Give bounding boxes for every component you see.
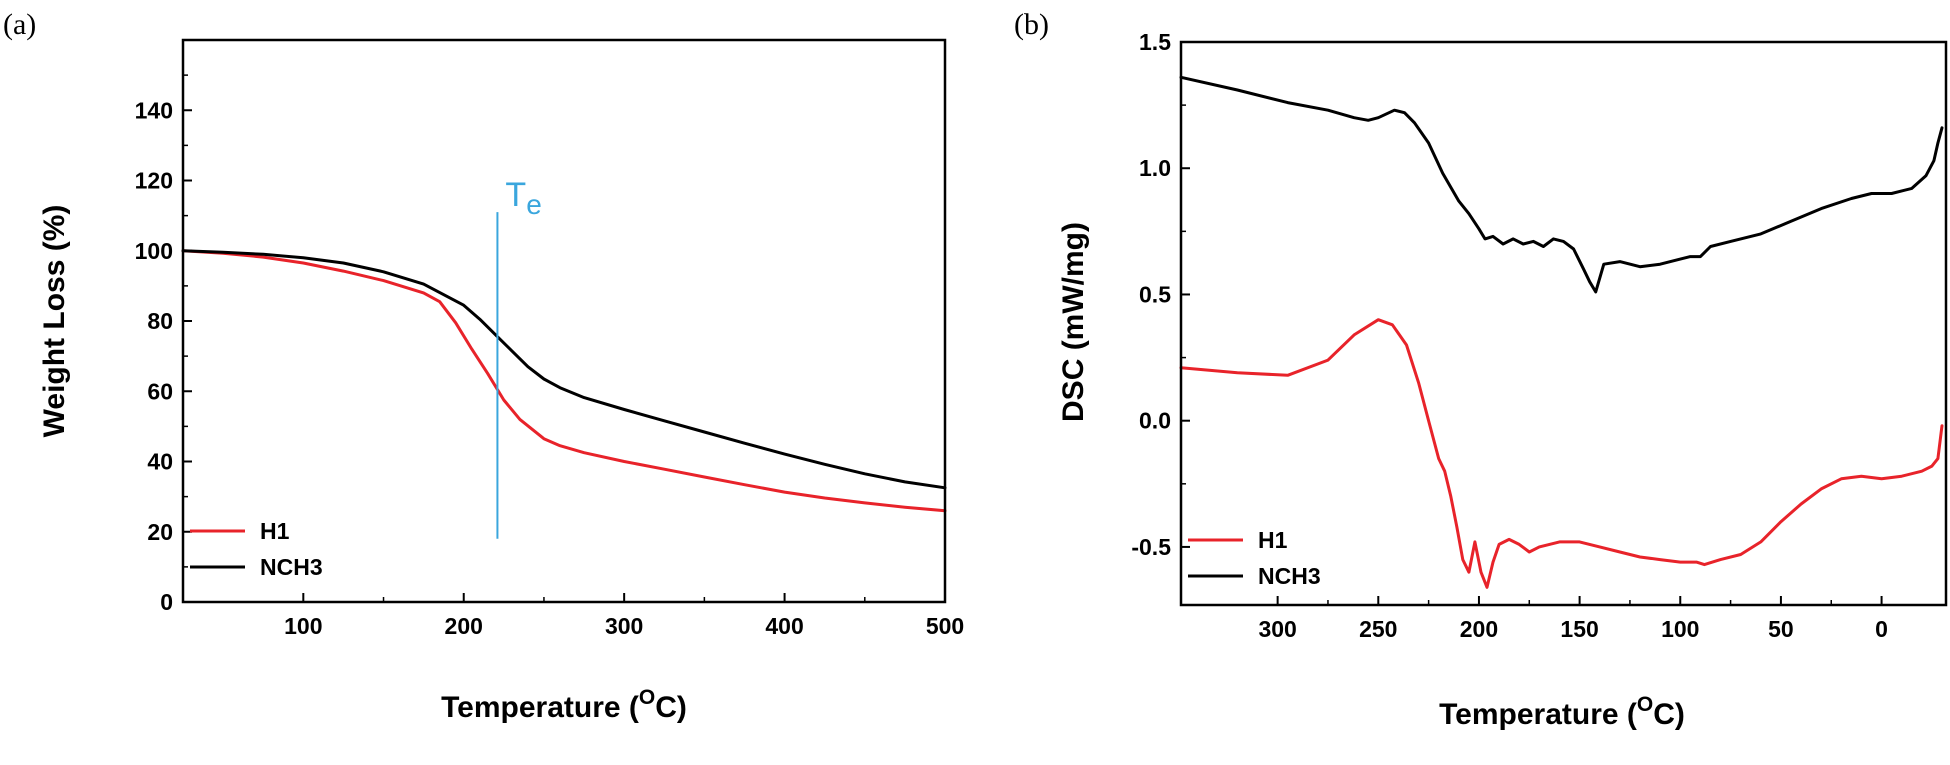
panel-b-plot-frame [1179,40,1948,607]
y-tick-label: 80 [147,308,173,334]
x-tick-label: 100 [284,613,322,639]
x-tick-label: 200 [445,613,483,639]
panel-a-y-axis-title: Weight Loss (%) [38,205,71,438]
panel-a-xlabel-tail: C) [655,691,687,724]
te-annotation-sub: e [526,189,542,220]
series-line-nch3 [181,249,947,490]
y-tick-label: 0.0 [1139,408,1171,434]
y-tick-label: -0.5 [1131,534,1171,560]
panel-a-y-axis-ticks: 0 20 40 60 80 100 120 140 [135,74,192,615]
x-tick-label: 50 [1768,616,1794,642]
y-tick-label: 0.5 [1139,281,1171,307]
series-line-nch3 [1179,75,1944,294]
panel-b-y-axis-ticks: 1.5 1.0 0.5 0.0 -0.5 [1131,29,1190,560]
y-tick-label: 0 [160,589,173,615]
panel-a-plot-frame [181,38,947,604]
x-tick-label: 400 [765,613,803,639]
legend-label-nch3: NCH3 [260,554,323,580]
y-tick-label: 60 [147,378,173,404]
x-tick-label: 200 [1460,616,1498,642]
x-tick-label: 300 [1258,616,1296,642]
x-tick-label: 150 [1560,616,1598,642]
te-annotation-main: T [505,176,526,214]
panel-b-xlabel-tail: C) [1653,698,1685,731]
legend-label-h1: H1 [1258,527,1288,553]
panel-b-x-axis-ticks: 300 250 200 150 100 50 0 [1258,596,1888,642]
panel-a-xlabel-main: Temperature ( [441,691,639,724]
panel-b-x-axis-title: Temperature (OC) [1439,693,1685,731]
panel-b-legend: H1 NCH3 [1188,527,1321,589]
panel-a-annotation: Te [496,176,542,539]
series-line-h1 [1179,318,1944,589]
x-tick-label: 300 [605,613,643,639]
y-tick-label: 140 [135,97,173,123]
panel-a-label: (a) [3,8,36,41]
y-tick-label: 40 [147,449,173,475]
panel-b-series [1179,75,1944,589]
panel-b-y-axis-title: DSC (mW/mg) [1057,222,1090,422]
x-tick-label: 500 [926,613,964,639]
panel-b-xlabel-main: Temperature ( [1439,698,1637,731]
x-tick-label: 100 [1661,616,1699,642]
panel-a-x-axis-title: Temperature (OC) [441,686,687,724]
panel-b-label: (b) [1014,8,1049,41]
panel-a-legend: H1 NCH3 [190,518,323,580]
y-tick-label: 1.0 [1139,155,1171,181]
y-tick-label: 1.5 [1139,29,1171,55]
y-tick-label: 20 [147,519,173,545]
y-tick-label: 120 [135,168,173,194]
panel-a-xlabel-sup: O [639,686,655,709]
panel-b-xlabel-sup: O [1637,693,1653,716]
y-tick-label: 100 [135,238,173,264]
x-tick-label: 0 [1875,616,1888,642]
te-annotation-label: Te [505,176,541,220]
panel-a-series [181,249,947,513]
legend-label-h1: H1 [260,518,290,544]
panel-b-dsc-chart: (b) 300 250 200 150 100 50 0 1.51.00.50.0-0.5 … [1014,8,1948,731]
legend-label-nch3: NCH3 [1258,563,1321,589]
x-tick-label: 250 [1359,616,1397,642]
panel-a-x-axis-ticks: 100 200 300 400 500 [284,593,964,639]
series-line-h1 [181,249,947,513]
panel-a-tga-chart: (a) Te 100 200 300 400 500 0 20 40 60 80 100 120 14… [3,8,964,724]
